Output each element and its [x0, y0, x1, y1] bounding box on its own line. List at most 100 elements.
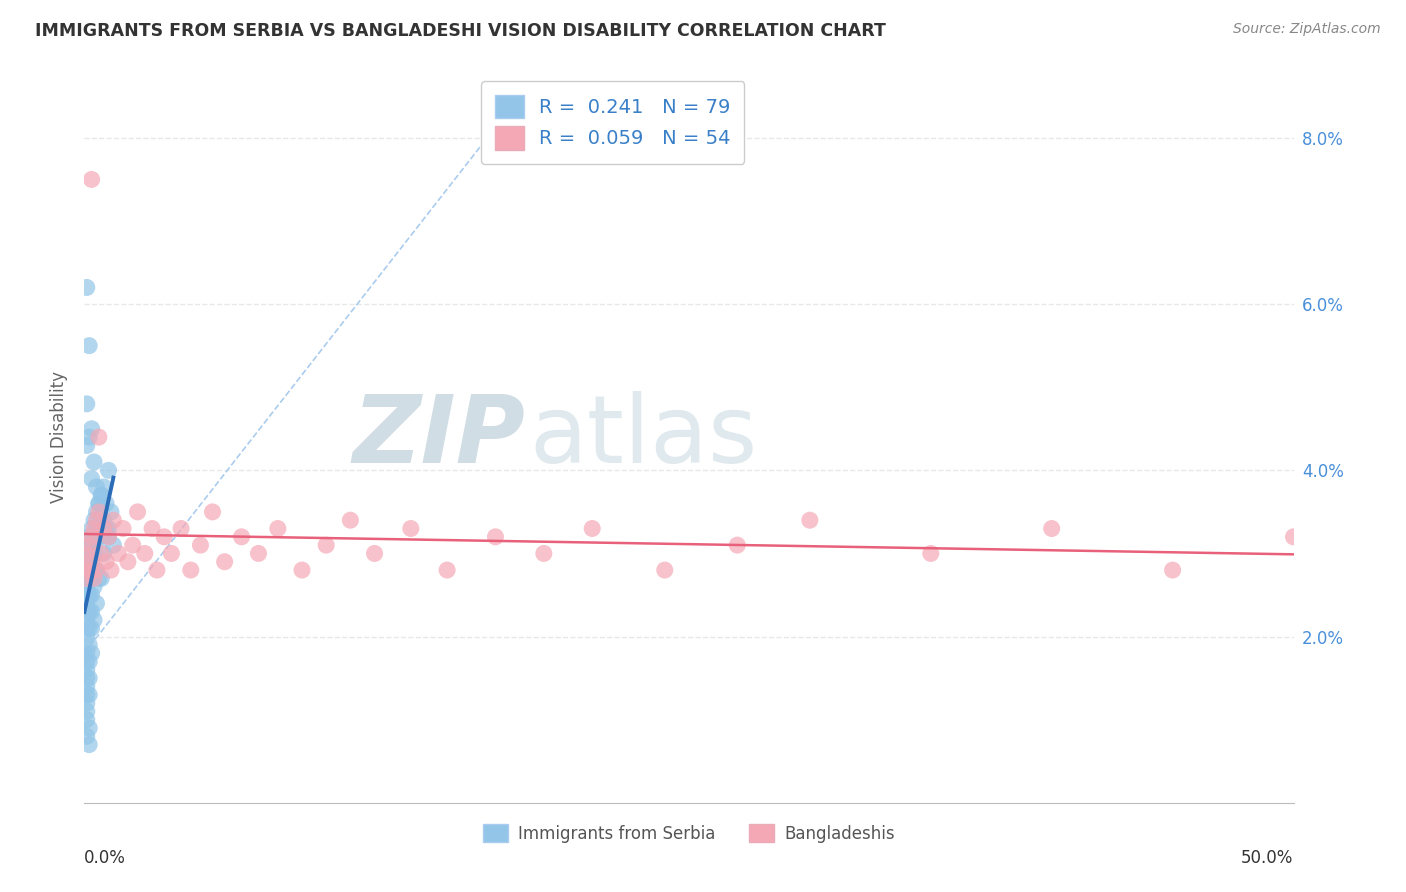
Point — [170, 521, 193, 535]
Point — [1161, 563, 1184, 577]
Point — [86, 505, 108, 519]
Point — [83, 530, 105, 544]
Point — [83, 571, 105, 585]
Point — [121, 538, 143, 552]
Point — [97, 463, 120, 477]
Point — [77, 430, 100, 444]
Point — [180, 563, 202, 577]
Point — [190, 538, 212, 552]
Point — [80, 563, 103, 577]
Point — [146, 563, 169, 577]
Point — [83, 513, 105, 527]
Point — [87, 530, 110, 544]
Point — [76, 438, 98, 452]
Point — [83, 563, 105, 577]
Point — [86, 563, 108, 577]
Point — [80, 521, 103, 535]
Point — [87, 497, 110, 511]
Point — [77, 571, 100, 585]
Point — [484, 530, 506, 544]
Point — [87, 497, 110, 511]
Point — [77, 738, 100, 752]
Point — [80, 646, 103, 660]
Point — [86, 513, 108, 527]
Point — [80, 605, 103, 619]
Point — [76, 580, 98, 594]
Text: 0.0%: 0.0% — [84, 848, 127, 866]
Point — [76, 588, 98, 602]
Y-axis label: Vision Disability: Vision Disability — [49, 371, 67, 503]
Text: ZIP: ZIP — [353, 391, 526, 483]
Point — [80, 422, 103, 436]
Point — [201, 505, 224, 519]
Point — [93, 513, 115, 527]
Point — [100, 563, 122, 577]
Point — [87, 505, 110, 519]
Point — [103, 513, 125, 527]
Point — [725, 538, 748, 552]
Point — [80, 571, 103, 585]
Point — [97, 521, 120, 535]
Text: Source: ZipAtlas.com: Source: ZipAtlas.com — [1233, 22, 1381, 37]
Point — [76, 646, 98, 660]
Point — [581, 521, 603, 535]
Point — [77, 563, 100, 577]
Point — [76, 280, 98, 294]
Point — [339, 513, 361, 527]
Point — [76, 696, 98, 710]
Point — [77, 655, 100, 669]
Point — [77, 338, 100, 352]
Point — [83, 521, 105, 535]
Point — [93, 521, 115, 535]
Point — [920, 546, 942, 560]
Point — [77, 588, 100, 602]
Point — [83, 613, 105, 627]
Point — [76, 688, 98, 702]
Point — [77, 671, 100, 685]
Point — [83, 455, 105, 469]
Point — [77, 605, 100, 619]
Point — [799, 513, 821, 527]
Point — [77, 638, 100, 652]
Point — [76, 729, 98, 743]
Point — [76, 571, 98, 585]
Point — [76, 563, 98, 577]
Point — [77, 546, 100, 560]
Point — [533, 546, 555, 560]
Point — [103, 538, 125, 552]
Point — [112, 521, 135, 535]
Point — [76, 563, 98, 577]
Point — [153, 530, 176, 544]
Point — [315, 538, 337, 552]
Point — [76, 680, 98, 694]
Point — [93, 480, 115, 494]
Point — [77, 555, 100, 569]
Point — [90, 530, 112, 544]
Point — [76, 397, 98, 411]
Point — [76, 605, 98, 619]
Point — [291, 563, 314, 577]
Point — [436, 563, 458, 577]
Point — [399, 521, 422, 535]
Point — [76, 705, 98, 719]
Point — [231, 530, 253, 544]
Point — [1040, 521, 1063, 535]
Point — [90, 571, 112, 585]
Point — [83, 580, 105, 594]
Point — [76, 546, 98, 560]
Point — [76, 713, 98, 727]
Point — [80, 588, 103, 602]
Point — [117, 555, 139, 569]
Point — [100, 505, 122, 519]
Point — [76, 663, 98, 677]
Point — [90, 488, 112, 502]
Point — [94, 497, 117, 511]
Point — [654, 563, 676, 577]
Point — [94, 555, 117, 569]
Legend: Immigrants from Serbia, Bangladeshis: Immigrants from Serbia, Bangladeshis — [477, 817, 901, 849]
Point — [80, 621, 103, 635]
Point — [80, 172, 103, 186]
Point — [80, 538, 103, 552]
Point — [76, 655, 98, 669]
Point — [80, 530, 103, 544]
